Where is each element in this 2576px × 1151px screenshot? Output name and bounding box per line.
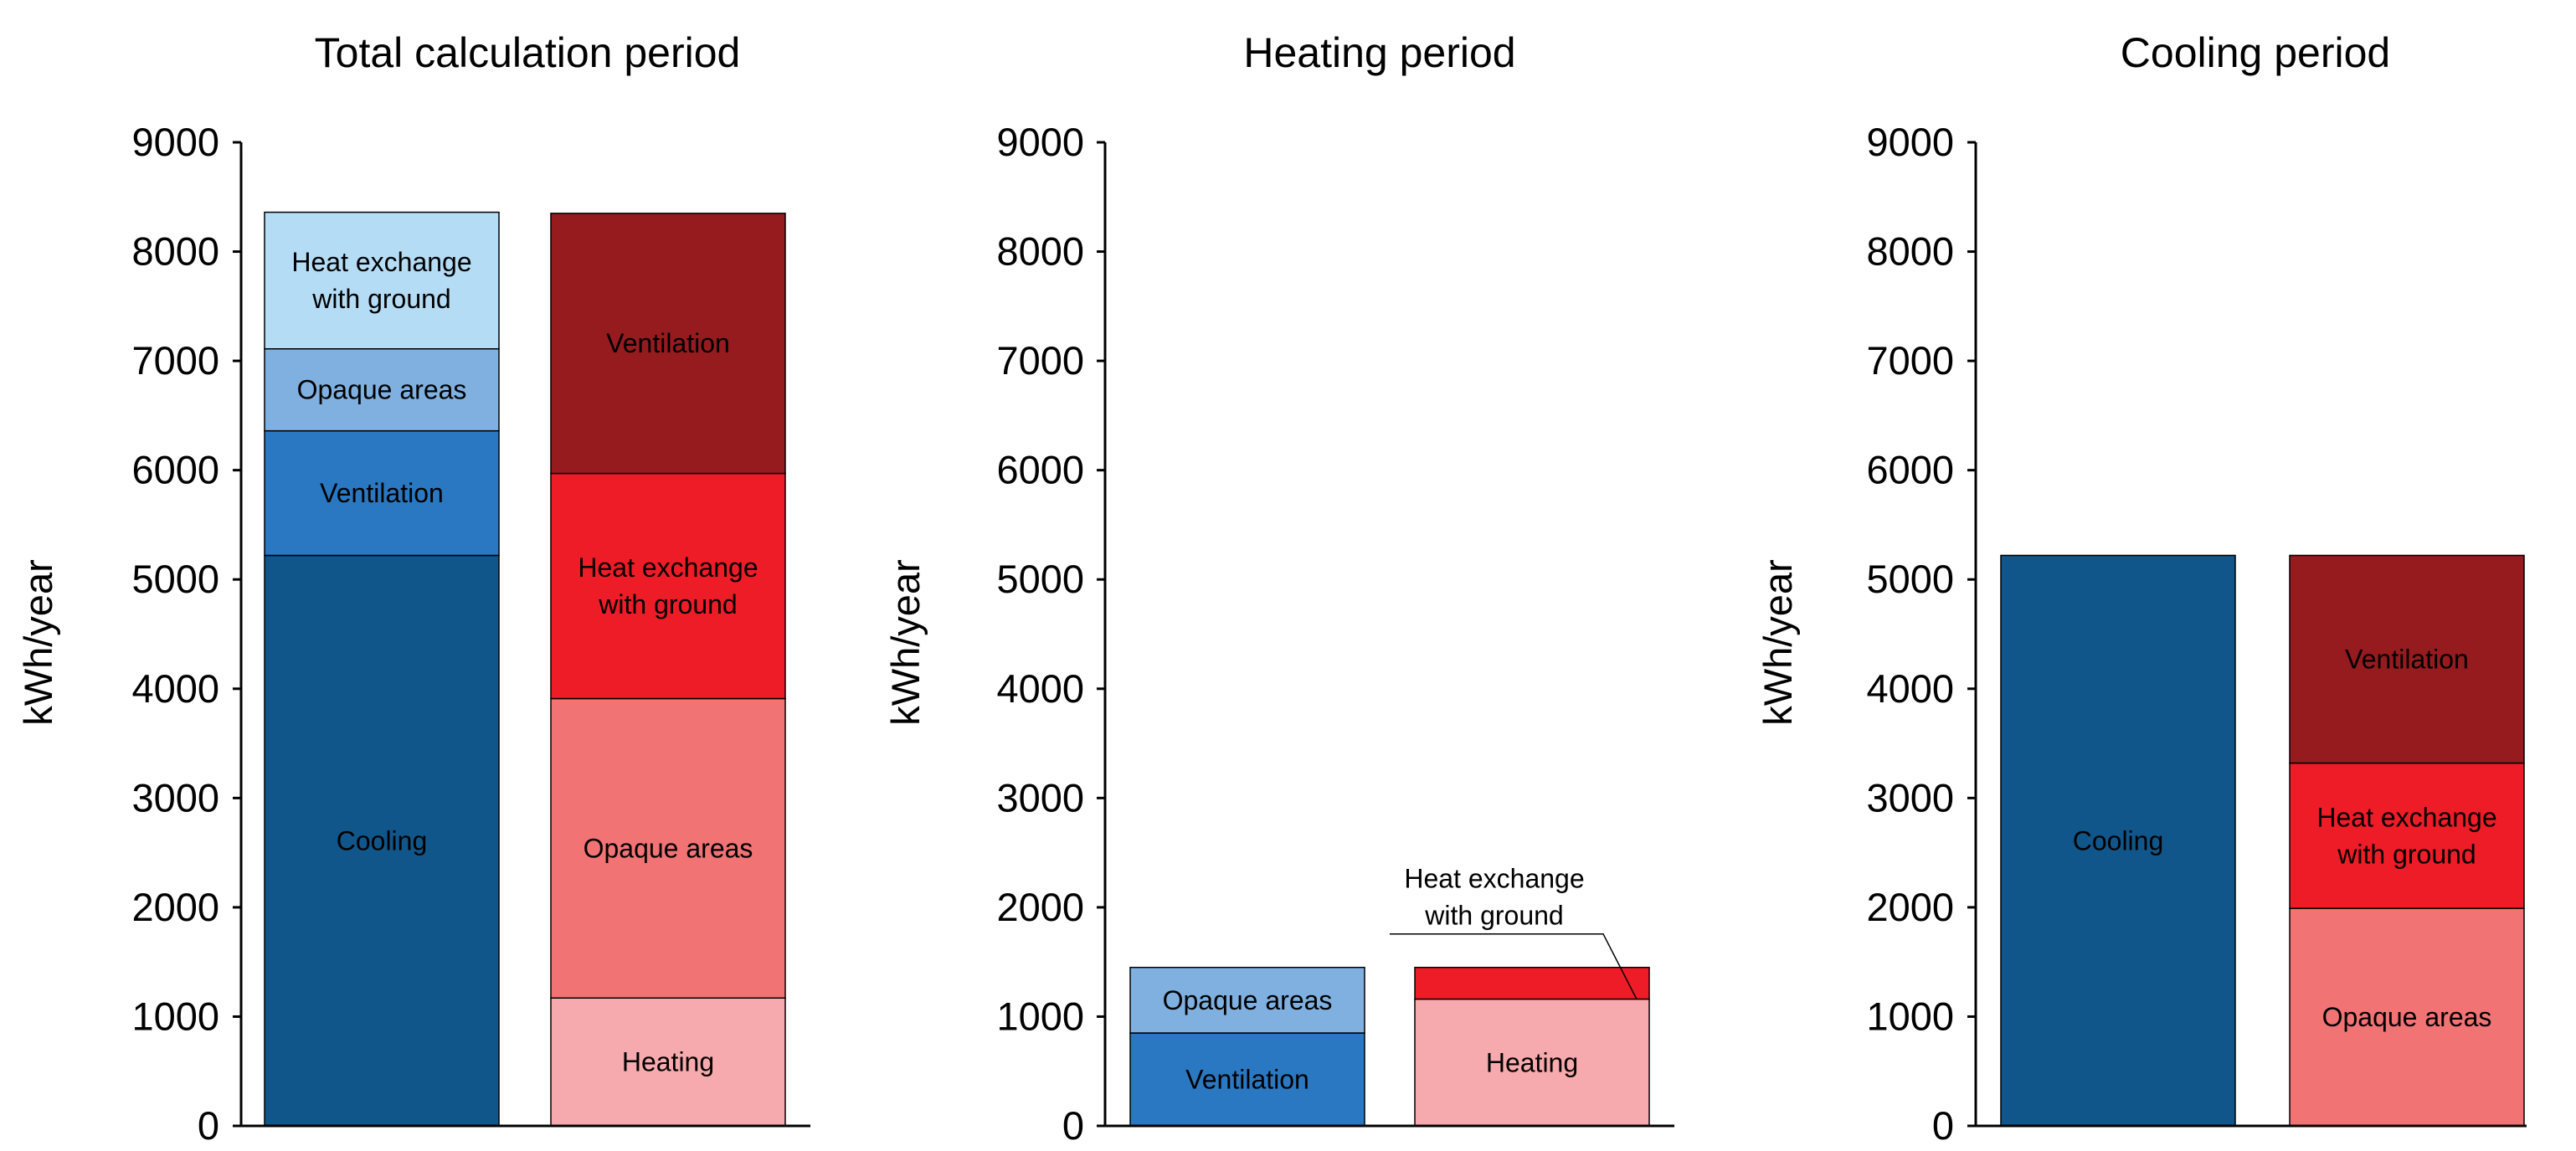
bar-segment-label: Cooling	[337, 825, 428, 856]
bar-segment-label: Heat exchange with ground	[1404, 864, 1584, 931]
y-tick-label: 2000	[131, 885, 219, 929]
y-tick-label: 3000	[1866, 775, 1954, 820]
label-line: with ground	[598, 589, 737, 619]
y-tick-label: 1000	[996, 994, 1084, 1038]
bar-segment-label: Opaque areas	[2322, 1002, 2492, 1032]
y-tick-label: 0	[1932, 1103, 1954, 1148]
label-line: Heat exchange	[291, 247, 471, 277]
y-tick-label: 5000	[996, 557, 1084, 601]
bar-segment-opaque-areas	[264, 348, 500, 432]
label-line: Heat exchange	[1404, 864, 1584, 894]
bar-segment-label: Heat exchange with ground	[578, 552, 758, 619]
bar-segment-ventilation	[264, 429, 500, 557]
y-tick-label: 8000	[1866, 229, 1954, 274]
y-tick-label: 2000	[1866, 885, 1954, 929]
label-line: Ventilation	[606, 328, 730, 358]
label-line: with ground	[1424, 901, 1563, 931]
bar-segment-heat-exchange-with-ground	[550, 472, 786, 700]
chart-title: Total calculation period	[315, 29, 741, 76]
label-line: Heating	[622, 1047, 714, 1077]
bar-segment-heat-exchange-with-ground	[264, 211, 500, 350]
label-line: Heating	[1486, 1047, 1578, 1077]
y-tick-label: 3000	[996, 775, 1084, 820]
bar-segment-label: Ventilation	[1185, 1065, 1309, 1095]
label-line: with ground	[2337, 839, 2476, 869]
bar-segment-heating	[550, 997, 786, 1127]
y-axis-label: kWh/year	[883, 559, 928, 726]
y-tick-label: 4000	[131, 666, 219, 711]
y-tick-label: 0	[198, 1103, 219, 1148]
bar-segment-cooling	[2000, 554, 2236, 1127]
bar-segment-ventilation	[550, 213, 786, 475]
bar-segment-label: Ventilation	[2345, 645, 2469, 675]
bar-segment-opaque-areas	[2289, 907, 2525, 1127]
label-line: Cooling	[2073, 825, 2164, 856]
y-tick-label: 5000	[131, 557, 219, 601]
label-line: Opaque areas	[2322, 1002, 2492, 1032]
y-tick-label: 0	[1062, 1103, 1084, 1148]
bar-segment-label: Opaque areas	[297, 375, 467, 405]
bar-segment-label: Ventilation	[606, 328, 730, 358]
bar-segment-ventilation	[2289, 554, 2525, 764]
y-tick-label: 6000	[1866, 448, 1954, 492]
y-tick-label: 6000	[131, 448, 219, 492]
y-tick-label: 8000	[996, 229, 1084, 274]
bar-segment-label: Cooling	[2073, 825, 2164, 856]
y-axis-label: kWh/year	[16, 559, 60, 726]
bar-segment-opaque-areas	[1129, 966, 1365, 1034]
label-line: Ventilation	[2345, 645, 2469, 675]
y-tick-label: 1000	[131, 994, 219, 1038]
label-line: Opaque areas	[584, 833, 753, 863]
y-tick-label: 9000	[1866, 120, 1954, 164]
y-tick-label: 5000	[1866, 557, 1954, 601]
chart-panel-2: Heating period kWh/year 0 1000 2000 3000 4000 5…	[883, 29, 1674, 1148]
chart-panel-1: Total calculation period kWh/year 0 1000 200…	[16, 29, 810, 1148]
bar-segment-cooling	[264, 554, 500, 1127]
y-tick-label: 9000	[996, 120, 1084, 164]
bar-segment-label: Heat exchange with ground	[291, 247, 471, 314]
label-line: Heat exchange	[578, 552, 758, 583]
bar-segment-label: Heating	[622, 1047, 714, 1077]
bar-segment-label: Opaque areas	[584, 833, 753, 863]
callout-leader-line	[1390, 933, 1638, 1000]
y-tick-label: 8000	[131, 229, 219, 274]
y-tick-label: 9000	[131, 120, 219, 164]
label-line: Opaque areas	[1163, 985, 1333, 1015]
bar-segment-opaque-areas	[550, 697, 786, 999]
chart-panel-3: Cooling period kWh/year 0 1000 2000 3000 4000 5…	[1756, 29, 2527, 1148]
y-tick-label: 6000	[996, 448, 1084, 492]
chart-title: Heating period	[1243, 29, 1515, 76]
bar-segment-heat-exchange-with-ground	[2289, 762, 2525, 909]
y-tick-label: 3000	[131, 775, 219, 820]
bar-segment-heating	[1414, 998, 1650, 1127]
bar-segment-label: Heat exchange with ground	[2316, 802, 2496, 869]
y-axis-label: kWh/year	[1756, 559, 1800, 726]
chart-title: Cooling period	[2121, 29, 2390, 76]
y-tick-label: 4000	[996, 666, 1084, 711]
bar-segment-label: Ventilation	[320, 478, 444, 508]
label-line: Ventilation	[1185, 1065, 1309, 1095]
label-line: Cooling	[337, 825, 428, 856]
label-line: Heat exchange	[2316, 802, 2496, 832]
label-line: Opaque areas	[297, 375, 467, 405]
y-tick-label: 7000	[131, 338, 219, 383]
y-tick-label: 7000	[996, 338, 1084, 383]
y-tick-label: 2000	[996, 885, 1084, 929]
y-tick-label: 7000	[1866, 338, 1954, 383]
bar-segment-ventilation	[1129, 1032, 1365, 1127]
y-tick-label: 4000	[1866, 666, 1954, 711]
label-line: Ventilation	[320, 478, 444, 508]
label-line: with ground	[311, 284, 450, 314]
y-tick-label: 1000	[1866, 994, 1954, 1038]
bar-segment-label: Heating	[1486, 1047, 1578, 1077]
bar-segment-label: Opaque areas	[1163, 985, 1333, 1015]
bar-segment-heat-exchange-with-ground	[1414, 966, 1650, 1000]
